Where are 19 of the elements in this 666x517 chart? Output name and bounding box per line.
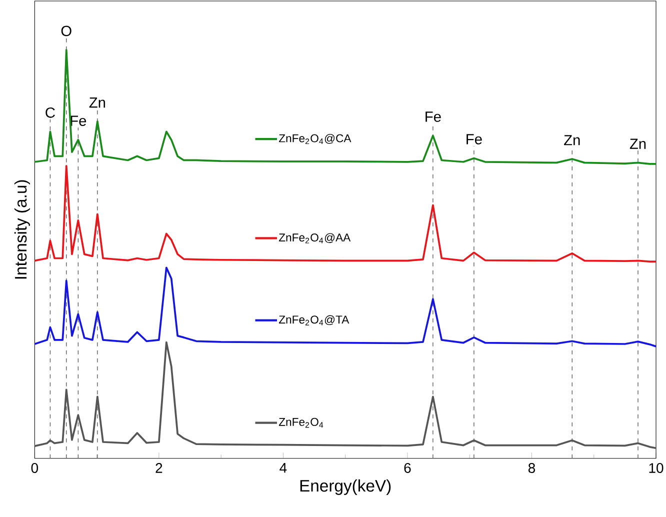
legend-label: ZnFe$_{2}$O$_{4}$@AA <box>278 233 351 244</box>
legend-label: ZnFe$_{2}$O$_{4}$@TA <box>278 315 350 326</box>
ref-line-label: Zn <box>630 138 646 149</box>
x-tick-label: 2 <box>156 463 162 473</box>
legend-label: ZnFe$_{2}$O$_{4}$@CA <box>278 134 352 144</box>
ref-line-label: O <box>61 26 72 36</box>
x-tick-label: 10 <box>649 463 664 473</box>
x-tick-label: 0 <box>31 463 38 473</box>
y-axis-title: Intensity (a.u) <box>14 180 30 279</box>
legend-label: ZnFe$_{2}$O$_{4}$ <box>278 418 324 428</box>
x-axis-title: Energy(keV) <box>300 479 391 495</box>
ref-line-label: C <box>46 107 55 118</box>
ref-line-label: Zn <box>89 98 106 108</box>
x-tick-label: 6 <box>404 463 411 473</box>
x-tick-label: 4 <box>280 463 287 473</box>
ref-line-label: Fe <box>426 112 441 122</box>
x-tick-label: 8 <box>528 463 536 473</box>
ref-line-label: Fe <box>466 134 482 144</box>
ref-line-label: Zn <box>564 135 580 146</box>
